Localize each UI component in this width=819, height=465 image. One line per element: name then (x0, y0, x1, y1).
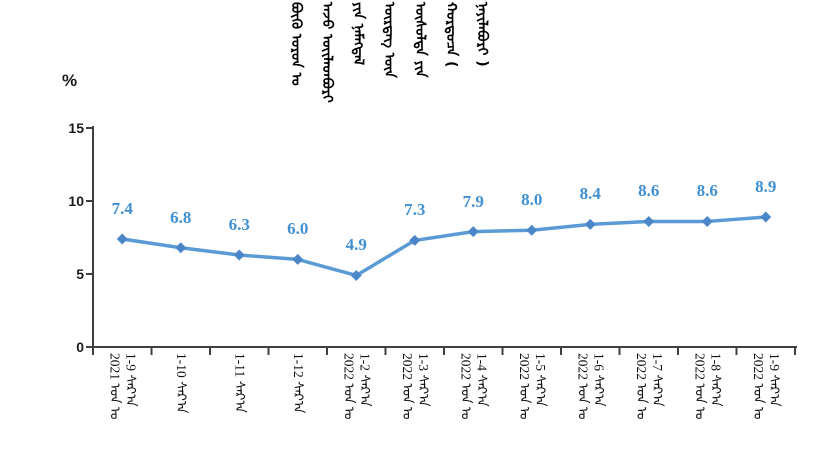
y-axis-unit-label: % (62, 71, 78, 90)
x-tick-label-month: 1-5 ᠰᠠᠷ᠎ᠠ (532, 353, 548, 407)
data-point-marker (643, 215, 655, 227)
x-tick-label: 1-2 ᠰᠠᠷ᠎ᠠ 2022 ᠣᠨ ᠤ (340, 353, 372, 419)
x-tick-label-year: 2021 ᠣᠨ ᠤ (107, 353, 123, 420)
data-point-marker (526, 224, 538, 236)
x-tick-label-year: 2022 ᠣᠨ ᠤ (750, 353, 766, 420)
x-tick-label-year: 2022 ᠣᠨ ᠤ (692, 353, 708, 420)
x-tick-label-month: 1-7 ᠰᠠᠷ᠎ᠠ (649, 353, 665, 407)
y-tick-label: 15 (68, 120, 84, 136)
x-tick-label-month: 1-2 ᠰᠠᠷ᠎ᠠ (357, 353, 373, 407)
x-tick-label: 1-5 ᠰᠠᠷ᠎ᠠ 2022 ᠣᠨ ᠤ (516, 353, 548, 419)
x-tick-label: 1-4 ᠰᠠᠷ᠎ᠠ 2022 ᠣᠨ ᠤ (457, 353, 489, 419)
data-label: 8.4 (579, 184, 601, 204)
x-tick-label: 1-12 ᠰᠠᠷ᠎ᠠ (290, 353, 306, 413)
data-label: 8.6 (638, 181, 660, 201)
x-tick-label: 1-9 ᠰᠠᠷ᠎ᠠ 2021 ᠣᠨ ᠤ (106, 353, 138, 419)
data-point-marker (233, 249, 245, 261)
x-tick-label-month: 1-8 ᠰᠠᠷ᠎ᠠ (708, 353, 724, 407)
data-label: 6.8 (170, 207, 192, 227)
data-label: 7.3 (404, 200, 426, 220)
data-label: 8.0 (521, 190, 543, 210)
x-tick-label-month: 1-10 ᠰᠠᠷ᠎ᠠ (173, 353, 189, 414)
x-tick-label-month: 1-9 ᠰᠠᠷ᠎ᠠ (123, 353, 139, 407)
x-tick-label-month: 1-3 ᠰᠠᠷ᠎ᠠ (415, 353, 431, 407)
data-point-marker (350, 269, 362, 281)
data-label: 6.0 (287, 219, 309, 239)
data-point-marker (409, 234, 421, 246)
data-point-marker (701, 215, 713, 227)
x-tick-label: 1-6 ᠰᠠᠷ᠎ᠠ 2022 ᠣᠨ ᠤ (574, 353, 606, 419)
x-tick-label-year: 2022 ᠣᠨ ᠤ (516, 353, 532, 420)
x-tick-label-month: 1-11 ᠰᠠᠷ᠎ᠠ (232, 353, 248, 413)
data-label: 4.9 (345, 235, 367, 255)
x-tick-label-year: 2022 ᠣᠨ ᠤ (633, 353, 649, 420)
y-tick-label: 5 (76, 266, 84, 282)
x-tick-label: 1-9 ᠰᠠᠷ᠎ᠠ 2022 ᠣᠨ ᠤ (750, 353, 782, 419)
x-tick-label-year: 2022 ᠣᠨ ᠤ (575, 353, 591, 420)
chart-title: ᠪᠦᠬᠦ ᠣᠷᠣᠨ ᠤ ᠠᠵᠤ ᠦᠢᠯᠡᠳᠪᠦᠷᠢ ᠶᠢᠨ ᠨᠡᠮᠡᠭᠳᠡᠯ ᠥ… (288, 2, 490, 103)
data-label: 7.9 (462, 191, 484, 211)
data-label: 8.6 (696, 181, 718, 201)
data-point-marker (467, 226, 479, 238)
y-tick-label: 10 (68, 193, 84, 209)
x-tick-label-year: 2022 ᠣᠨ ᠤ (458, 353, 474, 420)
x-tick-label: 1-3 ᠰᠠᠷ᠎ᠠ 2022 ᠣᠨ ᠤ (399, 353, 431, 419)
x-tick-label: 1-7 ᠰᠠᠷ᠎ᠠ 2022 ᠣᠨ ᠤ (633, 353, 665, 419)
trend-line (120, 215, 768, 278)
y-tick-label: 0 (76, 339, 84, 355)
data-label: 6.3 (228, 215, 250, 235)
x-tick-label: 1-11 ᠰᠠᠷ᠎ᠠ (231, 353, 247, 413)
data-point-marker (584, 218, 596, 230)
data-point-marker (292, 253, 304, 265)
x-tick-label-month: 1-4 ᠰᠠᠷ᠎ᠠ (474, 353, 490, 407)
x-tick-label-month: 1-12 ᠰᠠᠷ᠎ᠠ (290, 353, 306, 414)
data-point-marker (760, 211, 772, 223)
data-point-marker (116, 233, 128, 245)
data-label: 8.9 (755, 177, 777, 197)
x-tick-label: 1-10 ᠰᠠᠷ᠎ᠠ (173, 353, 189, 413)
x-tick-label-year: 2022 ᠣᠨ ᠤ (341, 353, 357, 420)
x-tick-label-month: 1-6 ᠰᠠᠷ᠎ᠠ (591, 353, 607, 407)
x-tick-label: 1-8 ᠰᠠᠷ᠎ᠠ 2022 ᠣᠨ ᠤ (691, 353, 723, 419)
x-tick-label-month: 1-9 ᠰᠠᠷ᠎ᠠ (766, 353, 782, 407)
x-tick-label-year: 2022 ᠣᠨ ᠤ (399, 353, 415, 420)
data-point-marker (175, 242, 187, 254)
data-label: 7.4 (111, 198, 133, 218)
